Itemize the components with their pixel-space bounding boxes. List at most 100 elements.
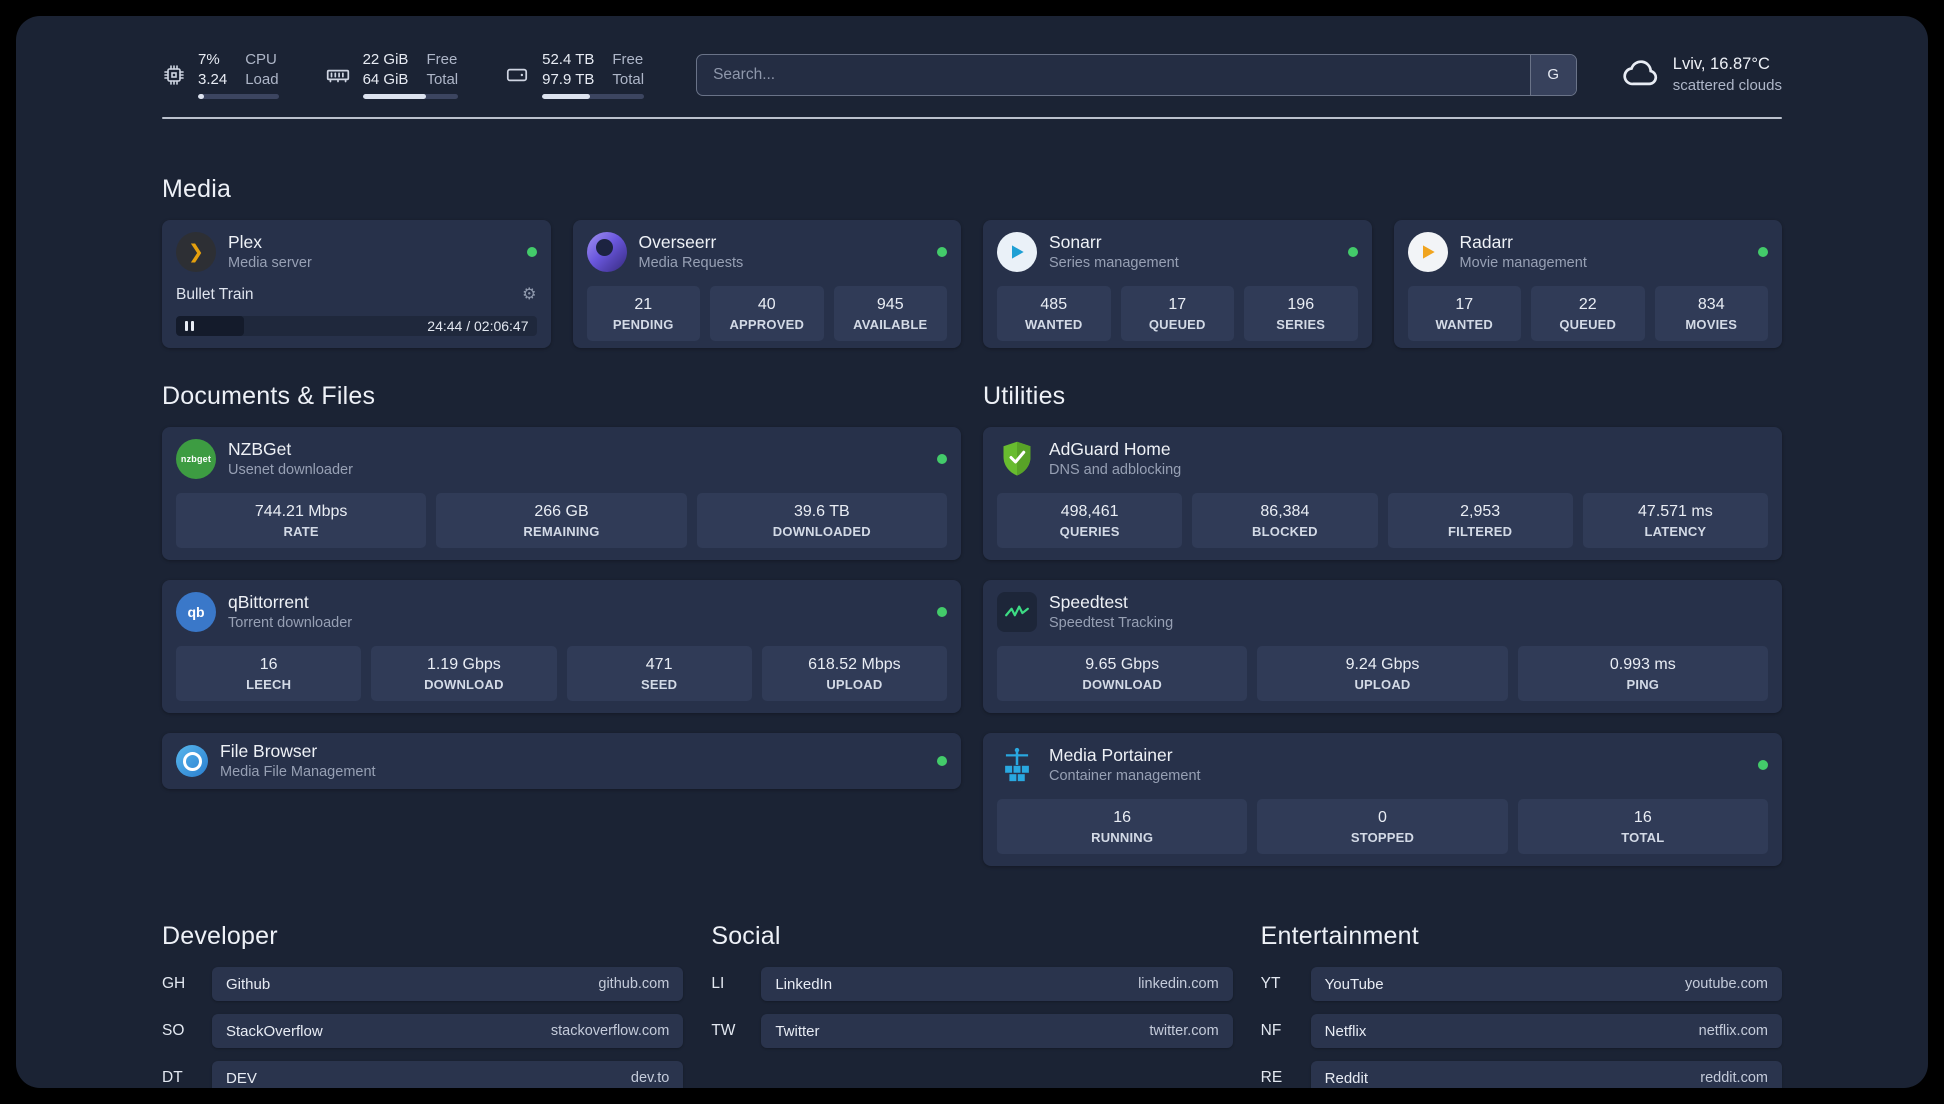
bookmark-github[interactable]: Github github.com [212,967,684,1002]
weather-location: Lviv, 16.87°C [1672,55,1770,74]
bookmark-youtube[interactable]: YouTube youtube.com [1310,967,1782,1002]
disk-total-value: 97.9 TB [542,70,595,88]
media-grid: ❯ Plex Media server Bullet Train ⚙ 24:44… [162,220,1782,348]
stat-value: 16 [1633,809,1652,827]
stat-box: 266 GB REMAINING [436,493,687,549]
service-card-radarr[interactable]: Radarr Movie management 17 WANTED 22 QUE… [1393,220,1782,348]
service-name: NZBGet [228,439,292,459]
stat-box: 21 PENDING [586,286,700,342]
service-card-overseerr[interactable]: Overseerr Media Requests 21 PENDING 40 A… [572,220,961,348]
bookmark-abbr: RE [1260,1069,1283,1087]
service-desc: Media server [228,254,312,271]
service-desc: Media Requests [638,254,744,271]
stat-value: 9.24 Gbps [1345,656,1420,674]
bookmark-row: DT DEV dev.to [162,1061,684,1088]
sonarr-icon [997,232,1037,272]
cpu-progress-bar [198,94,279,99]
bookmark-dev[interactable]: DEV dev.to [212,1061,684,1088]
stat-label: UPLOAD [826,676,883,692]
bookmark-group-entertainment: Entertainment YT YouTube youtube.com NF … [1261,922,1782,1088]
search-bar: G [696,53,1577,96]
stat-value: 196 [1287,296,1315,313]
stat-value: 86,384 [1260,503,1310,520]
bookmark-name: StackOverflow [226,1022,323,1040]
stat-value: 945 [876,296,904,313]
stat-value: 744.21 Mbps [254,503,348,520]
stat-value: 9.65 Gbps [1085,656,1160,674]
qbittorrent-icon-label: qb [187,604,205,621]
service-desc: DNS and adblocking [1049,461,1182,478]
stat-label: QUEUED [1559,316,1617,332]
service-desc: Movie management [1459,254,1587,271]
bookmark-abbr: TW [711,1022,736,1040]
bookmark-row: SO StackOverflow stackoverflow.com [162,1014,684,1049]
stat-box: 196 SERIES [1244,286,1358,342]
disk-progress-fill [542,94,591,99]
disk-icon [504,62,530,88]
gear-icon[interactable]: ⚙ [522,286,537,303]
header-divider [162,117,1782,119]
memory-progress-fill [362,94,426,99]
service-card-filebrowser[interactable]: File Browser Media File Management [162,733,961,790]
stat-label: WANTED [1024,316,1083,332]
bookmark-abbr: GH [162,975,186,993]
radarr-icon [1407,232,1448,272]
stat-label: UPLOAD [1354,676,1411,692]
bookmark-netflix[interactable]: Netflix netflix.com [1310,1014,1782,1049]
stat-label: APPROVED [729,316,805,332]
service-card-nzbget[interactable]: nzbget NZBGet Usenet downloader 744.21 M… [162,427,961,561]
bookmark-abbr: DT [162,1069,183,1087]
pause-icon[interactable] [185,321,194,331]
service-desc: Speedtest Tracking [1049,615,1174,632]
bookmark-reddit[interactable]: Reddit reddit.com [1310,1061,1782,1088]
stat-label: TOTAL [1621,829,1665,845]
memory-total-value: 64 GiB [362,70,409,88]
service-name: AdGuard Home [1049,439,1171,459]
weather-condition: scattered clouds [1672,76,1782,94]
bookmark-abbr: YT [1260,975,1281,993]
bookmark-url: reddit.com [1700,1070,1768,1087]
bookmark-name: LinkedIn [775,975,833,993]
service-card-plex[interactable]: ❯ Plex Media server Bullet Train ⚙ 24:44… [162,220,551,348]
stat-label: RATE [283,523,319,539]
stat-label: AVAILABLE [853,316,928,332]
service-card-adguard[interactable]: AdGuard Home DNS and adblocking 498,461 … [983,427,1782,561]
playback-progress-bar[interactable]: 24:44 / 02:06:47 [176,316,537,336]
stat-value: 40 [757,296,776,313]
stat-box: 1.19 Gbps DOWNLOAD [371,646,557,702]
status-dot [1758,760,1768,771]
search-input[interactable] [697,54,1530,95]
stat-value: 21 [634,296,653,313]
status-dot [1347,247,1358,257]
stat-label: RUNNING [1091,829,1154,845]
overseerr-icon [586,232,627,272]
status-dot [937,247,947,257]
stat-label: REMAINING [523,523,600,539]
service-card-speedtest[interactable]: Speedtest Speedtest Tracking 9.65 Gbps D… [983,580,1782,714]
memory-icon [325,62,351,88]
stat-box: 16 RUNNING [997,799,1248,855]
status-dot [937,607,947,618]
bookmark-row: LI LinkedIn linkedin.com [711,967,1233,1002]
stat-box: 834 MOVIES [1654,286,1768,342]
stat-value: 498,461 [1060,503,1119,520]
service-name: qBittorrent [228,592,309,613]
bookmark-twitter[interactable]: Twitter twitter.com [761,1014,1233,1049]
stat-box: 0.993 ms PING [1517,646,1768,702]
bookmark-stackoverflow[interactable]: StackOverflow stackoverflow.com [212,1014,684,1049]
service-name: File Browser [220,741,318,762]
service-card-sonarr[interactable]: Sonarr Series management 485 WANTED 17 Q… [983,220,1372,348]
bookmark-name: Github [226,975,271,993]
service-card-portainer[interactable]: Media Portainer Container management 16 … [983,733,1782,867]
search-provider-button[interactable]: G [1529,54,1576,95]
bookmark-linkedin[interactable]: LinkedIn linkedin.com [761,967,1233,1002]
section-title-developer: Developer [162,922,278,951]
weather-widget[interactable]: Lviv, 16.87°C scattered clouds [1623,53,1782,96]
stat-value: 17 [1168,296,1187,313]
stat-box: 16 LEECH [176,646,362,702]
service-card-qbittorrent[interactable]: qb qBittorrent Torrent downloader 16 LEE… [162,580,961,714]
stat-box: 485 WANTED [997,286,1111,342]
section-title-social: Social [711,922,781,951]
stat-label: QUERIES [1059,523,1120,539]
stat-label: STOPPED [1350,829,1415,845]
